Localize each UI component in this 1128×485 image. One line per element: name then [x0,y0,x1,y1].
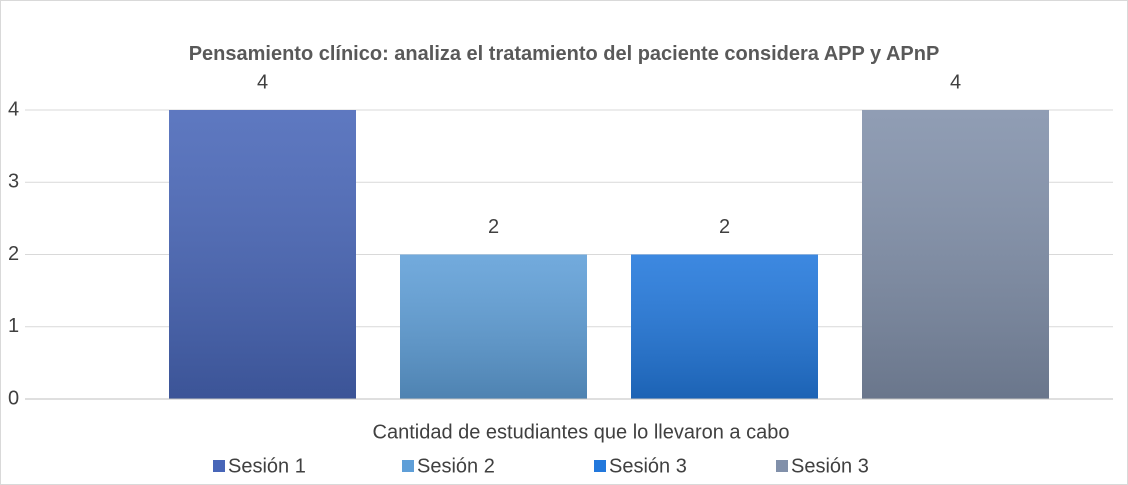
y-tick-label: 0 [8,387,19,409]
y-tick-label: 2 [8,243,19,265]
y-tick-label: 4 [8,98,19,120]
data-label: 4 [257,71,268,93]
legend-label: Sesión 3 [791,455,869,477]
legend-label: Sesión 1 [228,455,306,477]
y-tick-label: 1 [8,315,19,337]
y-tick-label: 3 [8,171,19,193]
bar-shade [631,254,818,399]
data-label: 2 [488,216,499,238]
legend-label: Sesión 2 [417,455,495,477]
chart-title: Pensamiento clínico: analiza el tratamie… [188,43,940,65]
legend-swatch [594,460,606,472]
bar-shade [169,110,356,399]
legend-swatch [213,460,225,472]
data-label: 2 [719,216,730,238]
data-label: 4 [950,71,961,93]
bar-shade [862,110,1049,399]
x-tick-label: Cantidad de estudiantes que lo llevaron … [373,421,790,443]
bar-shade [400,254,587,399]
legend-label: Sesión 3 [609,455,687,477]
legend-swatch [776,460,788,472]
legend-swatch [402,460,414,472]
